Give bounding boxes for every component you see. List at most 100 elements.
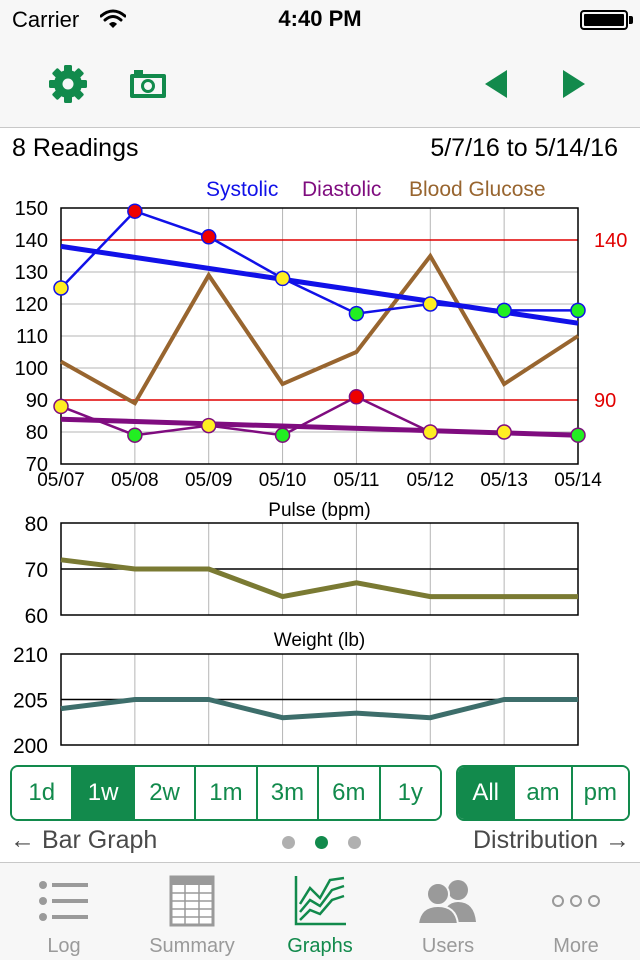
time-am[interactable]: am (515, 767, 573, 819)
bp-y-tick: 150 (15, 198, 48, 220)
tab-log-label: Log (47, 935, 81, 957)
camera-icon (130, 70, 166, 98)
y-tick: 210 (13, 644, 48, 667)
bp-x-tick: 05/12 (407, 470, 455, 491)
range-selector: 1d 1w 2w 1m 3m 6m 1y (10, 765, 442, 821)
readings-count: 8 Readings (12, 134, 139, 162)
tab-log[interactable]: Log (0, 863, 128, 960)
tab-users-label: Users (421, 935, 475, 957)
weight-chart: Weight (lb) 210 205 200 (13, 630, 579, 758)
battery-icon (580, 10, 628, 30)
limit-label: 140 (594, 230, 627, 252)
users-icon (418, 880, 476, 924)
legend-diastolic: Diastolic (302, 178, 381, 201)
tab-users[interactable]: Users (384, 863, 512, 960)
previous-button[interactable] (474, 62, 518, 106)
diastolic-line (60, 395, 579, 437)
chart-title: Pulse (bpm) (268, 500, 370, 521)
legend-blood-glucose: Blood Glucose (409, 178, 546, 201)
time-all[interactable]: All (458, 767, 516, 819)
page-dots (282, 836, 361, 849)
date-range: 5/7/16 to 5/14/16 (430, 134, 618, 162)
range-1m[interactable]: 1m (196, 767, 258, 819)
page-nav: ← Bar Graph Distribution → (0, 826, 640, 860)
carrier-label: Carrier (12, 7, 80, 32)
bp-y-tick: 80 (26, 422, 48, 444)
limit-label: 90 (594, 390, 616, 412)
list-icon (39, 881, 88, 921)
more-icon (552, 895, 600, 907)
table-icon (169, 875, 215, 927)
bp-y-tick: 100 (15, 358, 48, 380)
tab-graphs-label: Graphs (287, 935, 353, 957)
charts-area: 150 140 130 120 110 100 90 80 70 05/07 05/08 05/09 0… (0, 170, 640, 760)
bp-x-tick: 05/08 (111, 470, 159, 491)
diastolic-point (127, 427, 143, 443)
page-dot-3[interactable] (348, 836, 361, 849)
bp-y-tick: 90 (26, 390, 48, 412)
systolic-point (422, 296, 439, 312)
bp-x-tick: 05/10 (259, 470, 307, 491)
y-tick: 205 (13, 690, 48, 713)
y-tick: 200 (13, 735, 48, 758)
battery-tip (629, 16, 633, 24)
wifi-icon (99, 9, 127, 34)
systolic-point (127, 203, 143, 219)
series-line (60, 697, 578, 721)
range-1y[interactable]: 1y (380, 767, 440, 819)
range-3m[interactable]: 3m (257, 767, 320, 819)
diastolic-point (570, 427, 586, 443)
bp-y-tick: 130 (15, 262, 48, 284)
bp-y-tick: 120 (15, 294, 48, 316)
systolic-point (496, 302, 512, 319)
range-1d[interactable]: 1d (12, 767, 74, 819)
bp-x-tick: 05/11 (333, 470, 379, 491)
range-2w[interactable]: 2w (134, 767, 197, 819)
pulse-chart: Pulse (bpm) 80 70 60 (25, 500, 579, 628)
diastolic-point (274, 427, 291, 443)
bp-x-tick: 05/13 (480, 470, 528, 491)
y-tick: 60 (25, 605, 48, 628)
bar-graph-link[interactable]: ← Bar Graph (10, 826, 158, 854)
systolic-point (348, 305, 365, 322)
diastolic-point (422, 424, 439, 440)
y-tick: 80 (25, 513, 48, 536)
bp-y-tick: 110 (16, 326, 48, 348)
info-row: 8 Readings 5/7/16 to 5/14/16 (0, 128, 640, 172)
time-pm[interactable]: pm (572, 767, 628, 819)
diastolic-point (53, 398, 69, 415)
page-dot-1[interactable] (282, 836, 295, 849)
triangle-left-icon (485, 70, 507, 98)
diastolic-point (200, 417, 217, 434)
tab-graphs[interactable]: Graphs (256, 863, 384, 960)
systolic-point (200, 229, 217, 245)
systolic-point (570, 302, 586, 319)
clock: 4:40 PM (278, 6, 362, 31)
range-1w[interactable]: 1w (73, 767, 135, 819)
diastolic-point (496, 424, 512, 440)
bp-x-tick: 05/09 (185, 470, 233, 491)
next-button[interactable] (552, 62, 596, 106)
systolic-point (53, 280, 69, 296)
bp-y-tick: 70 (26, 454, 48, 476)
series-line (60, 557, 578, 600)
settings-button[interactable] (46, 62, 90, 106)
toolbar (0, 40, 640, 128)
bp-x-tick: 05/14 (554, 470, 602, 491)
tab-summary-label: Summary (149, 935, 235, 957)
legend-systolic: Systolic (206, 178, 278, 201)
range-6m[interactable]: 6m (319, 767, 381, 819)
camera-button[interactable] (126, 62, 170, 106)
glucose-line (60, 252, 580, 406)
tab-summary[interactable]: Summary (128, 863, 256, 960)
tab-more[interactable]: More (512, 863, 640, 960)
distribution-link[interactable]: Distribution → (473, 826, 630, 854)
page-dot-2[interactable] (315, 836, 328, 849)
diastolic-point (348, 389, 365, 405)
bp-y-tick: 140 (15, 230, 48, 252)
tab-more-label: More (553, 935, 599, 957)
systolic-line (60, 209, 578, 315)
y-tick: 70 (25, 559, 48, 582)
